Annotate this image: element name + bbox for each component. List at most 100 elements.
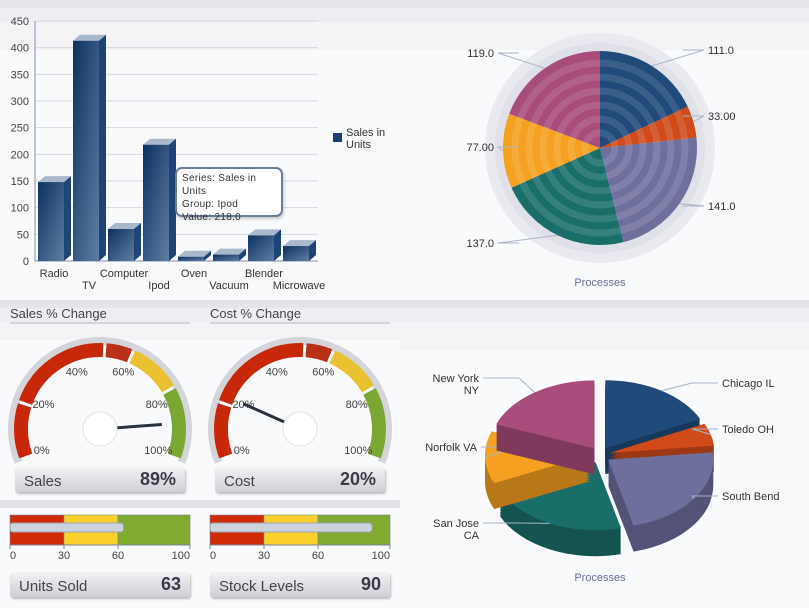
pie-slice xyxy=(509,50,600,148)
pie3d-label: Toledo OH xyxy=(722,424,774,436)
y-tick-label: 200 xyxy=(11,149,29,161)
bar-top xyxy=(108,223,141,229)
gauge-band xyxy=(105,343,133,363)
pie3d-label: South Bend xyxy=(722,491,780,503)
pie-leader-line xyxy=(496,146,519,152)
x-tick-label: Radio xyxy=(40,268,69,280)
bullet-value-bar xyxy=(209,522,373,533)
pie-sheen xyxy=(511,59,689,237)
bar-side xyxy=(169,138,176,261)
sales-value: 89% xyxy=(139,469,176,489)
pie3d-chart-panel xyxy=(400,300,809,608)
pie-leader-line xyxy=(497,52,545,69)
divider xyxy=(210,322,390,324)
units-sold-label: Units Sold xyxy=(19,578,88,595)
y-tick-label: 400 xyxy=(11,43,29,55)
gauge-tick-label: 0% xyxy=(34,445,50,457)
legend-label: Sales in xyxy=(346,127,385,139)
bar-side xyxy=(309,240,316,261)
bar-side xyxy=(274,229,281,261)
pie3d-label: NY xyxy=(464,385,480,397)
x-tick-label: Blender xyxy=(245,268,283,280)
stock-levels-value-box: Stock Levels 90 xyxy=(210,572,390,597)
pie3d-label: New York xyxy=(433,373,480,385)
y-tick-label: 300 xyxy=(11,96,29,108)
x-tick-label: TV xyxy=(82,280,97,292)
bullet-tick-label: 100 xyxy=(172,550,190,562)
tooltip-group: Group: Ipod xyxy=(182,199,239,210)
units-sold-value: 63 xyxy=(160,574,181,594)
pie3d-slice xyxy=(496,380,595,449)
gauge-tick-label: 60% xyxy=(312,367,334,379)
bar-side xyxy=(204,250,211,261)
y-tick-label: 100 xyxy=(11,203,29,215)
pie3d-title: Processes xyxy=(574,572,626,584)
pie-slice xyxy=(511,148,624,245)
bullet-tick-label: 30 xyxy=(58,550,70,562)
y-tick-label: 250 xyxy=(11,123,29,135)
x-tick-label: Oven xyxy=(181,268,207,280)
pie-leader-line xyxy=(679,203,705,207)
stock-levels-value: 90 xyxy=(360,574,381,594)
gauge-tick-label: 40% xyxy=(66,367,88,379)
cost-value-box: Cost 20% xyxy=(215,467,385,492)
pie-label: 119.0 xyxy=(467,48,494,60)
bullet-tick-label: 0 xyxy=(210,550,216,562)
bullet-tick-label: 30 xyxy=(258,550,270,562)
bar-ipod xyxy=(143,144,169,261)
pie-leader-line xyxy=(651,49,705,67)
bullet-tick-label: 0 xyxy=(10,550,16,562)
pie3d-label: CA xyxy=(464,530,480,542)
gauge-band xyxy=(218,343,304,406)
bar-top xyxy=(178,250,211,257)
gauge-band xyxy=(163,388,186,459)
bar-side xyxy=(99,34,106,261)
bar-tooltip: Series: Sales in Units Group: Ipod Value… xyxy=(175,167,283,223)
stock-levels-label: Stock Levels xyxy=(219,578,305,595)
gauge-rim xyxy=(208,337,392,464)
bar-computer xyxy=(108,229,134,261)
pie-sheen xyxy=(539,87,661,209)
pie-label: 111.0 xyxy=(708,45,734,57)
bullet-band xyxy=(117,514,191,546)
gauge-tick-label: 80% xyxy=(346,399,368,411)
gauge-band xyxy=(363,388,386,459)
bullet-tick-label: 60 xyxy=(112,550,124,562)
pie-sheen xyxy=(567,115,633,181)
gauge-hub xyxy=(282,411,318,447)
sales-gauge-header: Sales % Change xyxy=(10,306,107,321)
bar-side xyxy=(64,176,71,261)
gauge-tick-label: 0% xyxy=(234,445,250,457)
bar-top xyxy=(248,229,281,236)
tooltip-value: Value: 218.0 xyxy=(182,212,242,223)
pie-sheen xyxy=(581,129,619,167)
gauge-tick-label: 100% xyxy=(344,445,372,457)
bar-top xyxy=(143,138,176,145)
gauge-tick-label: 100% xyxy=(144,445,172,457)
gauge-tick-label: 60% xyxy=(112,367,134,379)
bullet-value-bar xyxy=(9,522,124,533)
pie3d-slice xyxy=(609,423,715,453)
bar-oven xyxy=(178,256,204,261)
pie-leader-line xyxy=(683,115,705,123)
pie-label: 141.0 xyxy=(708,201,736,213)
bar-vacuum xyxy=(213,254,239,261)
pie-slice xyxy=(600,51,688,148)
pie3d-slice xyxy=(608,452,714,526)
gauge-tick-label: 80% xyxy=(146,399,168,411)
bar-side xyxy=(239,248,246,261)
x-tick-label: Computer xyxy=(100,268,149,280)
bar-microwave xyxy=(283,246,309,261)
bar-top xyxy=(38,176,71,183)
pie-sheen xyxy=(553,101,647,195)
pie-label: 77.00 xyxy=(466,142,494,154)
y-tick-label: 50 xyxy=(17,229,29,241)
gauge-band xyxy=(129,350,175,393)
gauge-hub xyxy=(82,411,118,447)
gauge-band xyxy=(214,403,233,459)
pie3d-leader-line xyxy=(483,377,535,393)
x-tick-label: Ipod xyxy=(148,280,169,292)
sales-value-box: Sales 89% xyxy=(15,467,185,492)
pie-leader-line xyxy=(497,234,558,244)
